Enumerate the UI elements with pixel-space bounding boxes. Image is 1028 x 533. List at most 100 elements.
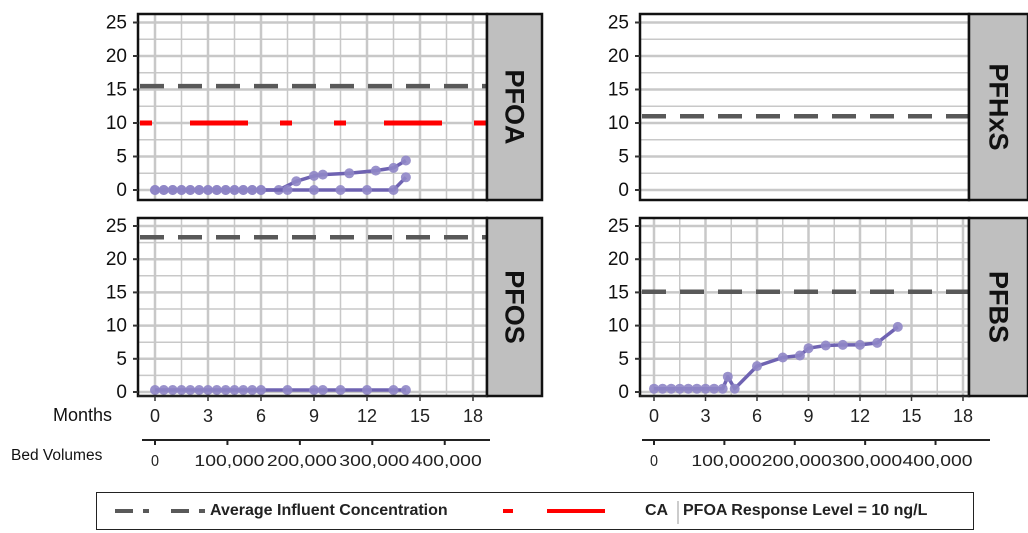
facet-label: PFBS: [984, 271, 1014, 343]
y-tick-label: 25: [608, 13, 629, 34]
y-tick-label: 0: [116, 180, 127, 201]
data-point: [317, 385, 328, 395]
data-point: [666, 383, 677, 394]
y-tick-label: 10: [106, 316, 127, 337]
months-tick-label: 6: [256, 406, 266, 426]
facet-strip: [967, 12, 1028, 202]
data-point: [649, 383, 659, 394]
bed-volumes-tick-label: 400,000: [412, 453, 482, 470]
panel-pfos: 0 5 10 15 20 25 PFOS: [106, 216, 544, 403]
data-point: [370, 165, 381, 176]
data-point: [211, 385, 222, 395]
data-point: [400, 155, 411, 166]
legend-response-prefix: CA: [645, 502, 669, 519]
legend-swatches: [115, 501, 679, 524]
data-point: [282, 385, 293, 395]
y-tick-label: 0: [116, 382, 127, 403]
bed-volumes-tick-label: 200,000: [762, 453, 832, 470]
data-point: [683, 383, 694, 394]
months-tick-label: 9: [803, 406, 813, 426]
panel-pfhxs: 0 5 10 15 20 25 PFHxS: [150, 13, 1028, 202]
y-tick-label: 15: [608, 80, 629, 101]
data-point: [837, 339, 848, 350]
months-tick-label: 15: [901, 406, 921, 426]
data-point: [203, 385, 213, 395]
data-point: [803, 343, 814, 354]
data-point: [309, 385, 319, 395]
data-point: [194, 385, 205, 395]
y-tick-label: 5: [618, 349, 629, 370]
facet-strip: [485, 216, 544, 398]
y-tick-label: 20: [106, 249, 127, 270]
data-point: [282, 185, 293, 195]
data-point: [167, 185, 178, 195]
data-point: [150, 185, 160, 195]
data-point: [335, 385, 346, 395]
bed-volumes-axis-title: Bed Volumes: [11, 447, 103, 464]
bed-volumes-tick-label: 100,000: [691, 453, 761, 470]
data-point: [820, 340, 831, 351]
data-point: [400, 385, 411, 395]
facet-strip: [485, 12, 544, 202]
data-point: [158, 185, 169, 195]
legend: Average Influent Concentration CA PFOA R…: [96, 492, 974, 530]
data-point: [229, 185, 240, 195]
months-tick-label: 9: [309, 406, 319, 426]
data-point: [220, 385, 231, 395]
months-tick-label: 12: [357, 406, 377, 426]
x-axes: 0 3 6 9 12 15 180 100,000 200,000 300,000 400,0000…: [11, 395, 990, 470]
y-tick-label: 20: [608, 249, 629, 270]
data-point: [220, 185, 231, 195]
months-tick-label: 18: [953, 406, 973, 426]
data-point: [794, 350, 805, 361]
bed-volumes-tick-label: 100,000: [194, 453, 264, 470]
months-axis-title: Months: [53, 405, 112, 425]
data-point: [709, 383, 720, 394]
data-point: [344, 168, 355, 179]
months-tick-label: 6: [752, 406, 762, 426]
bed-volumes-tick-label: 0: [650, 453, 658, 470]
y-tick-label: 5: [618, 147, 629, 168]
plot-background: [138, 218, 487, 396]
y-tick-label: 10: [106, 113, 127, 134]
data-point: [722, 371, 733, 382]
data-point: [674, 383, 685, 394]
data-point: [717, 383, 728, 394]
y-tick-label: 25: [608, 216, 629, 237]
data-point: [150, 385, 160, 395]
y-tick-label: 5: [116, 349, 127, 370]
y-tick-label: 25: [106, 216, 127, 237]
data-point: [362, 385, 372, 395]
y-tick-label: 20: [106, 46, 127, 67]
data-point: [194, 185, 205, 195]
data-point: [211, 185, 222, 195]
bed-volumes-tick-label: 300,000: [339, 453, 409, 470]
panel-pfoa: 0 5 10 15 20 25 PFOA: [106, 12, 544, 202]
data-point: [185, 185, 196, 195]
panel-pfbs: 0 5 10 15 20 25 PFBS: [608, 216, 1028, 403]
x-axis-left: 0 3 6 9 12 15 18 0 100,000 200,000 300,000 400,000: [138, 395, 490, 470]
data-point: [229, 385, 240, 395]
x-axis-right: 0 3 6 9 12 15 18 0 100,000 200,000 300,000 400,000: [640, 395, 990, 470]
data-point: [317, 169, 328, 180]
data-point: [388, 385, 399, 395]
panels: 0 5 10 15 20 25 PFOA 0 5 10 15 20 25 PFHxS 0 5 10 15 20 25 P…: [106, 12, 1028, 403]
data-point: [291, 176, 302, 187]
legend-avg-label: Average Influent Concentration: [210, 502, 448, 519]
data-point: [700, 383, 711, 394]
data-point: [176, 385, 187, 395]
y-tick-label: 10: [608, 316, 629, 337]
data-point: [238, 385, 249, 395]
data-point: [657, 383, 668, 394]
data-point: [247, 185, 258, 195]
data-point: [309, 170, 319, 181]
y-tick-label: 15: [106, 282, 127, 303]
data-point: [185, 385, 196, 395]
facet-label: PFOA: [500, 69, 530, 144]
bed-volumes-tick-label: 200,000: [267, 453, 337, 470]
y-tick-label: 25: [106, 13, 127, 34]
data-point: [238, 185, 249, 195]
bed-volumes-tick-label: 400,000: [903, 453, 973, 470]
data-point: [872, 337, 883, 348]
